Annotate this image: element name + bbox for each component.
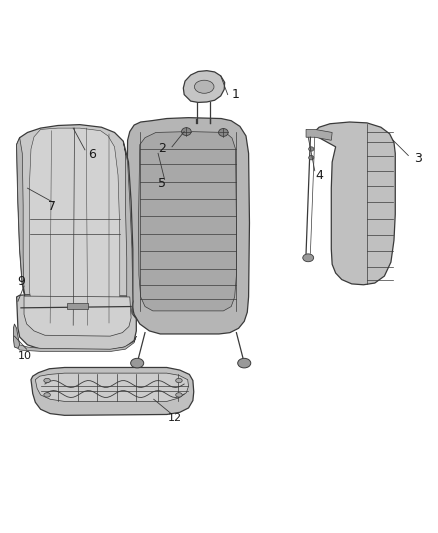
Polygon shape	[17, 138, 27, 306]
Polygon shape	[123, 141, 133, 322]
Polygon shape	[35, 373, 188, 401]
Polygon shape	[67, 303, 88, 309]
Ellipse shape	[176, 378, 182, 383]
Ellipse shape	[238, 358, 251, 368]
Polygon shape	[31, 367, 194, 415]
Ellipse shape	[309, 147, 314, 151]
Text: 12: 12	[168, 413, 182, 423]
Ellipse shape	[303, 254, 314, 262]
Ellipse shape	[131, 358, 144, 368]
Text: 10: 10	[18, 351, 32, 361]
Ellipse shape	[176, 393, 182, 397]
Polygon shape	[18, 336, 136, 351]
Polygon shape	[306, 130, 332, 140]
Polygon shape	[17, 295, 136, 350]
Polygon shape	[24, 296, 131, 336]
Polygon shape	[310, 122, 395, 285]
Polygon shape	[14, 324, 20, 349]
Ellipse shape	[194, 80, 214, 93]
Polygon shape	[138, 132, 237, 311]
Text: 6: 6	[88, 148, 96, 161]
Ellipse shape	[44, 378, 50, 383]
Text: 2: 2	[159, 142, 166, 156]
Polygon shape	[17, 125, 133, 331]
Polygon shape	[184, 71, 225, 102]
Polygon shape	[127, 118, 250, 334]
Text: 1: 1	[232, 88, 240, 101]
Text: 5: 5	[158, 177, 166, 190]
Text: 3: 3	[414, 152, 422, 165]
Text: 9: 9	[17, 275, 25, 288]
Polygon shape	[30, 128, 120, 325]
Text: 7: 7	[48, 200, 57, 213]
Ellipse shape	[182, 128, 191, 135]
Text: 4: 4	[315, 168, 323, 182]
Ellipse shape	[219, 128, 228, 136]
Ellipse shape	[309, 156, 314, 160]
Ellipse shape	[44, 393, 50, 397]
